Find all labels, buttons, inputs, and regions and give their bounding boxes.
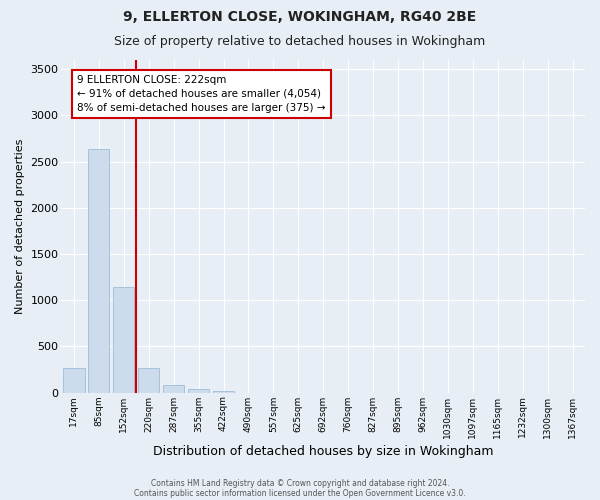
Text: 9 ELLERTON CLOSE: 222sqm
← 91% of detached houses are smaller (4,054)
8% of semi: 9 ELLERTON CLOSE: 222sqm ← 91% of detach…: [77, 75, 326, 113]
Y-axis label: Number of detached properties: Number of detached properties: [15, 138, 25, 314]
Bar: [163, 385, 184, 392]
Bar: [64, 368, 85, 392]
Bar: [188, 389, 209, 392]
Bar: [138, 368, 160, 392]
Bar: [113, 288, 134, 393]
Text: Contains public sector information licensed under the Open Government Licence v3: Contains public sector information licen…: [134, 488, 466, 498]
X-axis label: Distribution of detached houses by size in Wokingham: Distribution of detached houses by size …: [153, 444, 493, 458]
Text: Contains HM Land Registry data © Crown copyright and database right 2024.: Contains HM Land Registry data © Crown c…: [151, 478, 449, 488]
Text: Size of property relative to detached houses in Wokingham: Size of property relative to detached ho…: [115, 35, 485, 48]
Bar: [88, 148, 109, 392]
Text: 9, ELLERTON CLOSE, WOKINGHAM, RG40 2BE: 9, ELLERTON CLOSE, WOKINGHAM, RG40 2BE: [124, 10, 476, 24]
